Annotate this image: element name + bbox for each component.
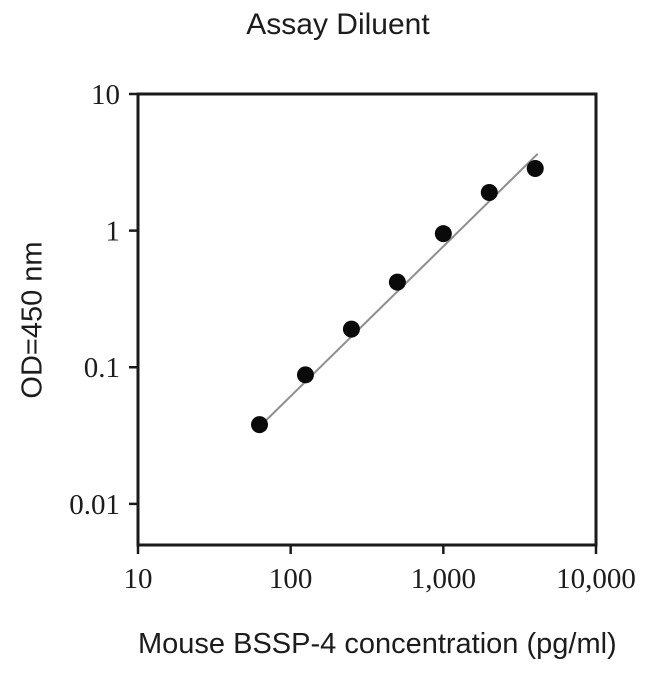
x-tick-label: 100 xyxy=(269,563,313,595)
x-tick-label: 10 xyxy=(124,563,153,595)
x-axis-label: Mouse BSSP-4 concentration (pg/ml) xyxy=(138,628,617,660)
plot-frame xyxy=(136,92,598,547)
y-tick-label: 10 xyxy=(91,79,120,111)
data-point xyxy=(342,320,360,338)
y-tick-label: 0.01 xyxy=(69,489,120,521)
x-tick-label: 10,000 xyxy=(556,563,636,595)
y-tick-label: 0.1 xyxy=(84,352,120,384)
data-point xyxy=(480,184,498,202)
y-tick-label: 1 xyxy=(106,216,121,248)
data-point xyxy=(434,225,452,243)
x-tick-label: 1,000 xyxy=(411,563,476,595)
data-point xyxy=(388,273,406,291)
data-point xyxy=(251,416,269,434)
data-point xyxy=(296,366,314,384)
chart-title: Assay Diluent xyxy=(246,8,430,41)
data-point xyxy=(526,159,544,177)
